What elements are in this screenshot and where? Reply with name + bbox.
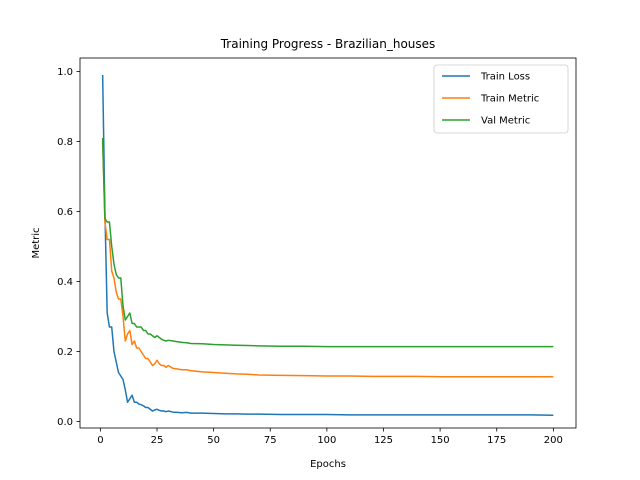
- legend-box: [433, 64, 569, 134]
- x-tick-label: 0: [97, 435, 103, 446]
- legend-label-train-loss: Train Loss: [480, 72, 530, 83]
- legend-label-train-metric: Train Metric: [480, 94, 539, 105]
- series-line-val-metric: [101, 137, 554, 348]
- legend-label-val-metric: Val Metric: [481, 116, 530, 127]
- plot-frame: [79, 57, 577, 429]
- legend: Train Loss Train Metric Val Metric: [433, 64, 569, 134]
- y-tick-label: 0.8: [57, 137, 73, 148]
- x-tick-label: 50: [207, 435, 220, 446]
- series-layer: [101, 74, 554, 416]
- chart-title: Training Progress - Brazilian_houses: [220, 37, 436, 51]
- x-tick-label: 125: [374, 435, 393, 446]
- y-axis-label: Metric: [31, 227, 42, 258]
- x-axis-ticks: 0 25 50 75 100 125 150 175 200: [97, 428, 563, 446]
- x-tick-label: 25: [151, 435, 164, 446]
- x-tick-label: 75: [264, 435, 277, 446]
- y-tick-label: 0.0: [57, 417, 73, 428]
- y-tick-label: 0.4: [57, 277, 73, 288]
- x-axis-label: Epochs: [310, 459, 346, 470]
- y-tick-label: 0.2: [57, 347, 73, 358]
- y-tick-label: 1.0: [57, 67, 73, 78]
- x-tick-label: 175: [487, 435, 506, 446]
- y-axis-ticks: 0.0 0.2 0.4 0.6 0.8 1.0: [57, 67, 80, 428]
- x-tick-label: 150: [431, 435, 450, 446]
- y-tick-label: 0.6: [57, 207, 73, 218]
- series-line-train-loss: [101, 74, 554, 416]
- series-line-train-metric: [101, 141, 554, 378]
- x-tick-label: 200: [544, 435, 563, 446]
- x-tick-label: 100: [317, 435, 336, 446]
